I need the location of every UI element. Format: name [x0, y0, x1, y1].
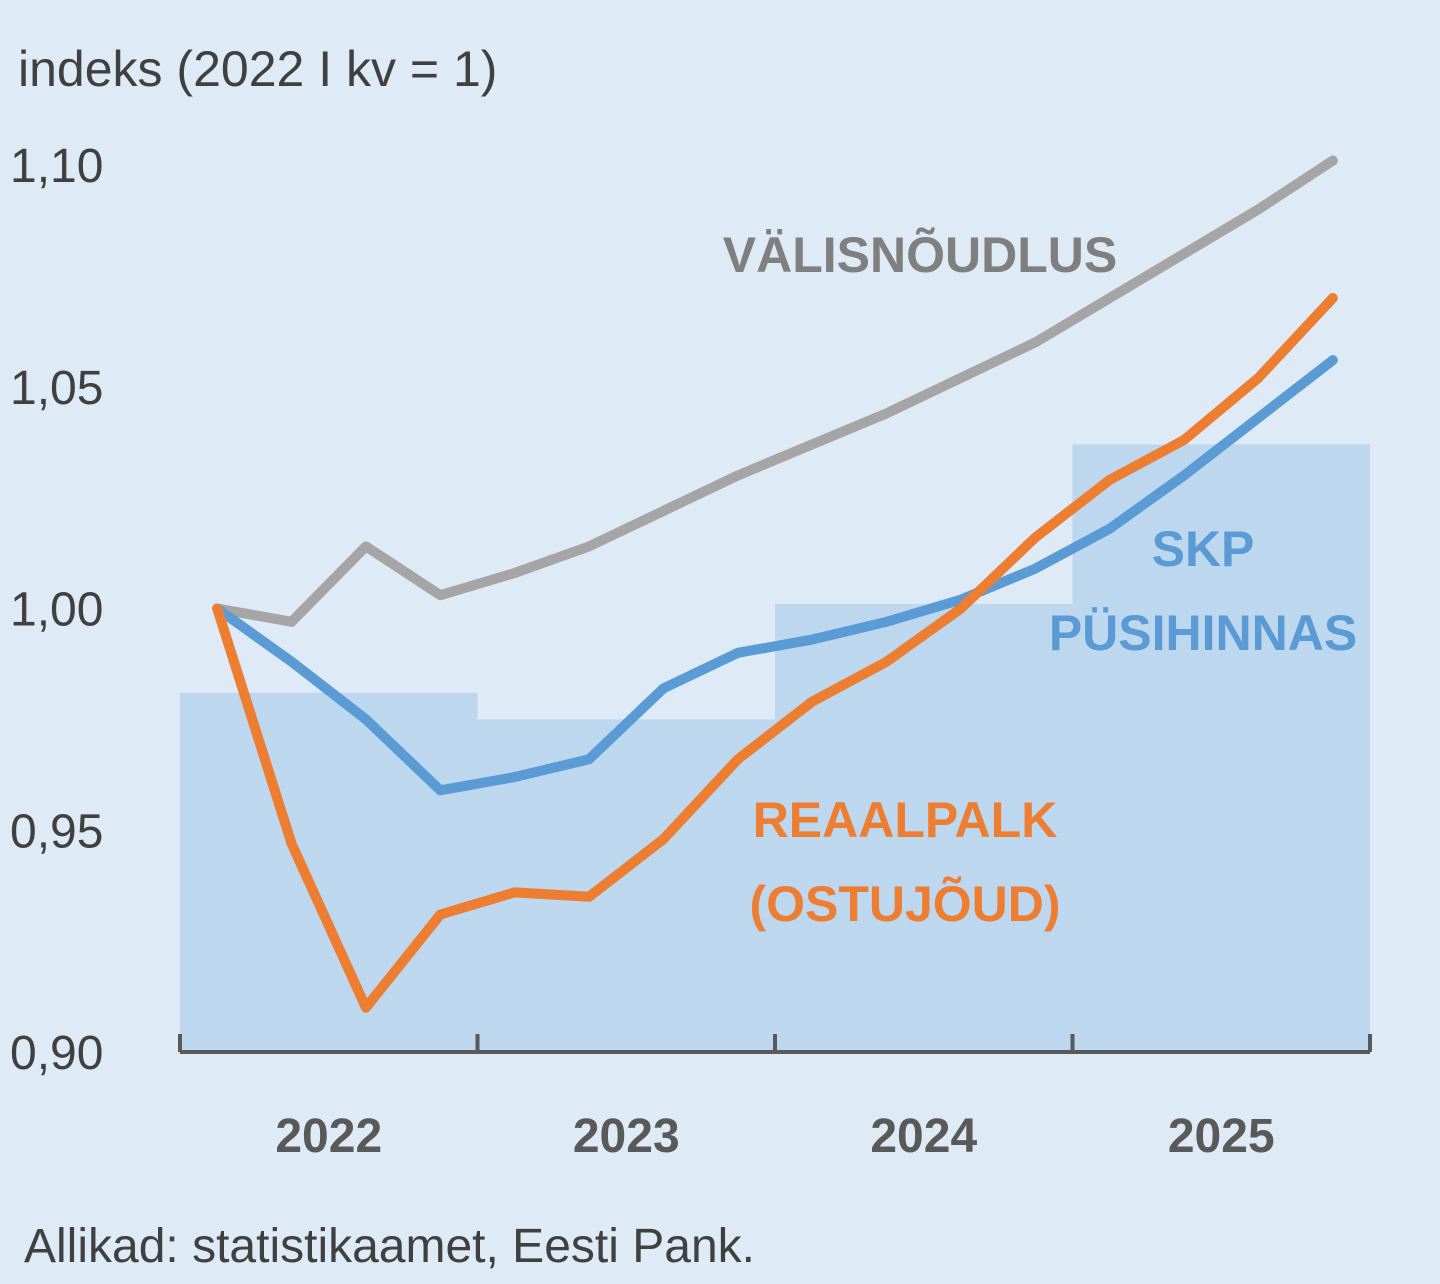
series-line-skp-püsihinnas: [212, 355, 1338, 796]
gdp-annual-bars: [180, 444, 1370, 1052]
series-label: REAALPALK: [753, 792, 1058, 848]
gdp-bar-2024: [775, 604, 1073, 1052]
series-label: SKP: [1152, 521, 1255, 577]
series-line-reaalpalk-ostujõud-: [212, 293, 1338, 1013]
gdp-bar-2022: [180, 692, 478, 1052]
x-tick-label: 2024: [870, 1110, 977, 1163]
y-axis-label: indeks (2022 I kv = 1): [18, 41, 497, 97]
y-tick-label: 0,90: [10, 1027, 103, 1080]
series-line-välisnõudlus: [212, 155, 1338, 627]
series-label: (OSTUJÕUD): [749, 875, 1060, 932]
source-note: Allikad: statistikaamet, Eesti Pank.: [24, 1220, 755, 1273]
y-tick-label: 0,95: [10, 805, 103, 858]
y-tick-label: 1,10: [10, 140, 103, 193]
series-lines: [212, 155, 1338, 1013]
y-tick-label: 1,00: [10, 584, 103, 637]
gdp-bar-2025: [1072, 444, 1370, 1052]
x-tick-label: 2022: [275, 1110, 382, 1163]
x-tick-label: 2025: [1168, 1110, 1275, 1163]
axes: [178, 1034, 1372, 1054]
y-tick-labels: 1,10 1,05 1,00 0,95 0,90: [10, 140, 103, 1080]
x-tick-label: 2023: [573, 1110, 680, 1163]
y-tick-label: 1,05: [10, 362, 103, 415]
x-tick-labels: 2022 2023 2024 2025: [275, 1110, 1274, 1163]
series-labels: VÄLISNÕUDLUS SKP PÜSIHINNAS REAALPALK (OSTUJ…: [723, 226, 1357, 932]
series-label: VÄLISNÕUDLUS: [723, 226, 1117, 283]
series-label: PÜSIHINNAS: [1049, 605, 1357, 661]
